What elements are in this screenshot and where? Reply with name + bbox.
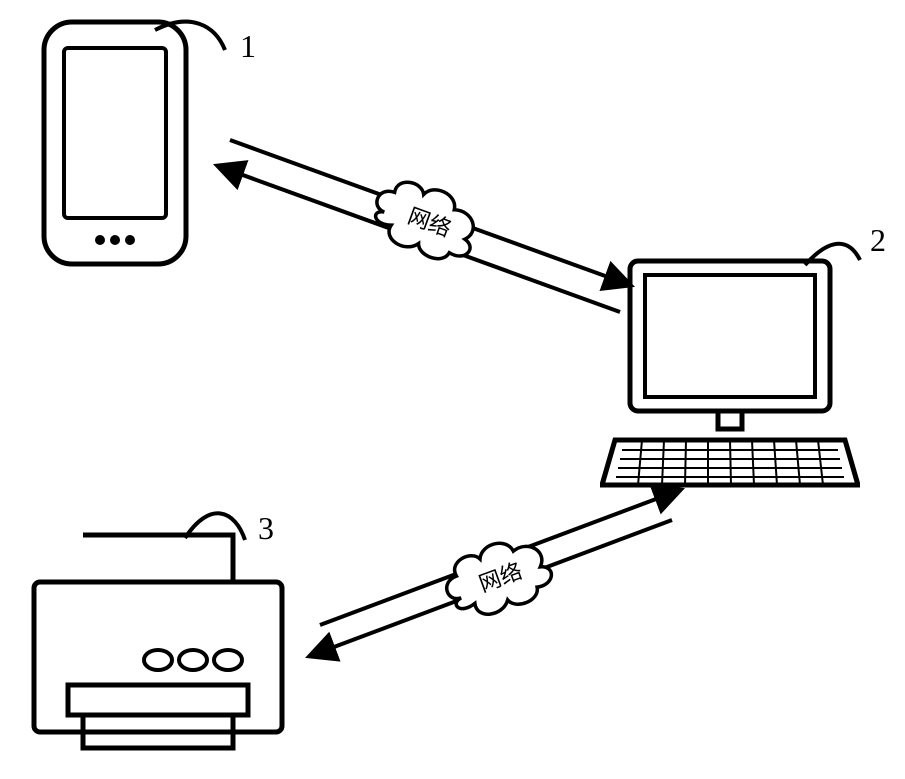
edge-computer-printer bbox=[0, 0, 905, 779]
diagram-canvas: 1 2 3 网络 网络 bbox=[0, 0, 905, 779]
